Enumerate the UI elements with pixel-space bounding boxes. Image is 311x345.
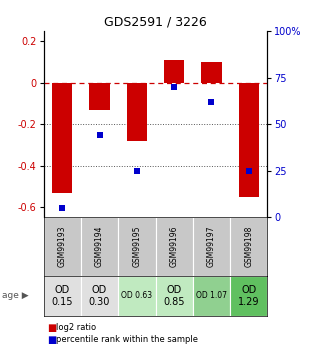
Text: ■: ■ xyxy=(47,323,56,333)
Text: percentile rank within the sample: percentile rank within the sample xyxy=(56,335,198,344)
Text: OD
0.30: OD 0.30 xyxy=(89,285,110,307)
Bar xyxy=(81,217,118,276)
Text: GSM99195: GSM99195 xyxy=(132,226,141,267)
Bar xyxy=(156,276,193,316)
Text: OD
0.85: OD 0.85 xyxy=(163,285,185,307)
Bar xyxy=(193,276,230,316)
Point xyxy=(246,168,251,174)
Bar xyxy=(44,276,81,316)
Bar xyxy=(89,83,110,110)
Bar xyxy=(230,217,267,276)
Bar xyxy=(81,276,118,316)
Text: GSM99194: GSM99194 xyxy=(95,226,104,267)
Bar xyxy=(44,217,81,276)
Text: age ▶: age ▶ xyxy=(2,291,28,300)
Bar xyxy=(164,60,184,83)
Bar xyxy=(118,276,156,316)
Text: OD
0.15: OD 0.15 xyxy=(51,285,73,307)
Point xyxy=(60,205,65,211)
Text: ■: ■ xyxy=(47,335,56,345)
Bar xyxy=(239,83,259,197)
Title: GDS2591 / 3226: GDS2591 / 3226 xyxy=(104,16,207,29)
Point xyxy=(134,168,139,174)
Text: GSM99193: GSM99193 xyxy=(58,226,67,267)
Bar xyxy=(127,83,147,141)
Point xyxy=(172,84,177,90)
Bar xyxy=(118,217,156,276)
Text: GSM99196: GSM99196 xyxy=(170,226,179,267)
Text: OD 1.07: OD 1.07 xyxy=(196,291,227,300)
Bar xyxy=(193,217,230,276)
Text: log2 ratio: log2 ratio xyxy=(56,323,96,332)
Text: OD
1.29: OD 1.29 xyxy=(238,285,260,307)
Text: OD 0.63: OD 0.63 xyxy=(121,291,152,300)
Bar xyxy=(201,62,222,83)
Text: GSM99197: GSM99197 xyxy=(207,226,216,267)
Point xyxy=(97,132,102,138)
Bar xyxy=(52,83,72,193)
Bar xyxy=(156,217,193,276)
Bar xyxy=(230,276,267,316)
Point xyxy=(209,99,214,105)
Text: GSM99198: GSM99198 xyxy=(244,226,253,267)
